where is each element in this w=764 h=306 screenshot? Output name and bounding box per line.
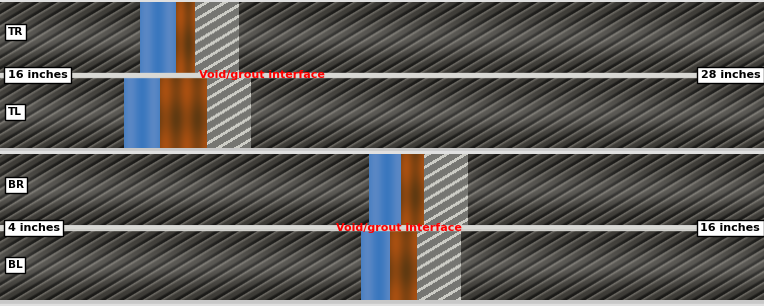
Text: Void/grout interface: Void/grout interface bbox=[336, 223, 462, 233]
Text: TR: TR bbox=[8, 27, 23, 37]
Text: 16 inches: 16 inches bbox=[701, 223, 760, 233]
Text: BL: BL bbox=[8, 260, 22, 270]
Text: TL: TL bbox=[8, 107, 21, 117]
Text: Void/grout interface: Void/grout interface bbox=[199, 70, 325, 80]
Text: 4 inches: 4 inches bbox=[8, 223, 60, 233]
Text: BR: BR bbox=[8, 180, 24, 190]
Text: 16 inches: 16 inches bbox=[8, 70, 67, 80]
Text: 28 inches: 28 inches bbox=[701, 70, 760, 80]
